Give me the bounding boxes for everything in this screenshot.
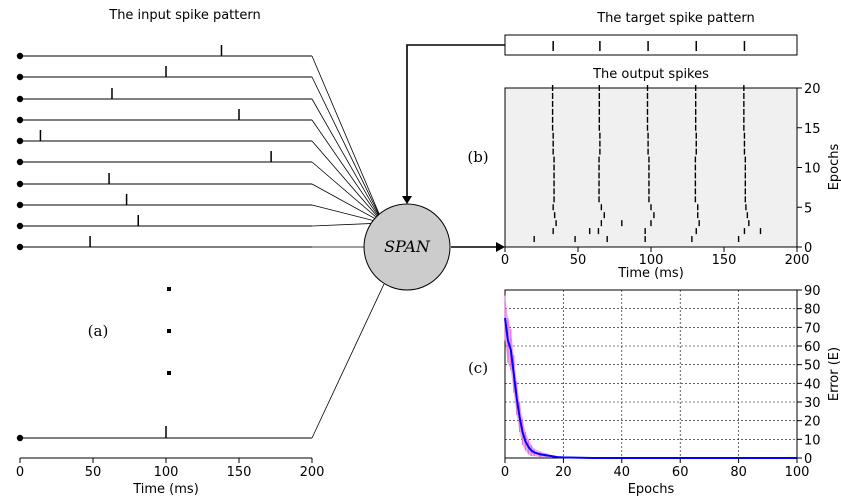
error-xlabel: Epochs <box>628 482 675 497</box>
target-arrow-head <box>402 196 412 204</box>
synapse-line <box>311 204 384 224</box>
synapse-line <box>311 283 385 439</box>
panel-label-b: (b) <box>467 148 488 166</box>
panel-label-a: (a) <box>88 322 109 340</box>
output-x-ticks: 0 50 100 150 200 <box>501 247 810 268</box>
synapse-line <box>311 183 384 224</box>
error-x-tick-label: 60 <box>672 465 689 480</box>
panel-label-c: (c) <box>468 359 488 377</box>
input-x-tick-label: 200 <box>300 465 325 480</box>
output-y-tick-label: 10 <box>804 162 821 177</box>
input-title: The input spike pattern <box>108 8 260 23</box>
ellipsis-dot <box>167 329 171 333</box>
error-y-tick-label: 40 <box>804 377 821 392</box>
error-x-tick-label: 0 <box>501 465 509 480</box>
ellipsis-dot <box>167 287 171 291</box>
ellipsis-dots <box>167 287 171 375</box>
output-spike-raster <box>533 85 762 243</box>
error-grid <box>505 290 797 458</box>
target-title: The target spike pattern <box>596 11 755 26</box>
error-y-tick-label: 50 <box>804 359 821 374</box>
input-x-tick-label: 100 <box>154 465 179 480</box>
output-arrow-head <box>496 242 505 252</box>
synapse-line <box>311 119 384 224</box>
output-x-tick-label: 100 <box>639 253 664 268</box>
target-feedback-arrow <box>406 44 505 198</box>
synapse-line <box>311 55 384 224</box>
synapse-line <box>311 140 384 224</box>
synapse-line <box>311 76 384 224</box>
input-x-ticks: 0 50 100 150 200 <box>16 458 325 480</box>
error-x-tick-label: 80 <box>730 465 747 480</box>
synapse-line <box>311 161 384 224</box>
error-x-tick-label: 20 <box>555 465 572 480</box>
input-x-tick-label: 50 <box>85 465 102 480</box>
output-y-tick-label: 5 <box>804 201 812 216</box>
error-y-tick-label: 30 <box>804 396 821 411</box>
input-spike-trains <box>16 45 312 442</box>
output-y-ticks: 0 5 10 15 20 <box>797 82 821 256</box>
span-neuron-label: SPAN <box>384 237 431 256</box>
output-title: The output spikes <box>592 67 709 82</box>
error-ylabel: Error (E) <box>827 347 841 401</box>
error-y-tick-label: 80 <box>804 303 821 318</box>
output-xlabel: Time (ms) <box>617 266 684 281</box>
error-curve <box>504 317 797 459</box>
error-x-tick-label: 100 <box>785 465 810 480</box>
error-y-tick-label: 0 <box>804 452 812 467</box>
output-x-tick-label: 150 <box>712 253 737 268</box>
ellipsis-dot <box>167 371 171 375</box>
output-x-tick-label: 200 <box>785 253 810 268</box>
error-y-tick-label: 10 <box>804 433 821 448</box>
error-y-tick-label: 20 <box>804 415 821 430</box>
target-box <box>504 34 798 56</box>
error-y-ticks: 0 10 20 30 40 50 60 70 80 90 <box>797 284 821 467</box>
output-ylabel: Epochs <box>827 143 841 190</box>
input-xlabel: Time (ms) <box>132 482 199 497</box>
output-y-tick-label: 15 <box>804 122 821 137</box>
target-spikes <box>552 41 746 51</box>
error-x-tick-label: 40 <box>614 465 631 480</box>
synapse-lines <box>311 55 385 439</box>
output-x-tick-label: 50 <box>570 253 587 268</box>
output-y-tick-label: 0 <box>804 241 812 256</box>
error-y-tick-label: 90 <box>804 284 821 299</box>
input-x-tick-label: 0 <box>16 465 24 480</box>
error-y-tick-label: 60 <box>804 340 821 355</box>
output-y-tick-label: 20 <box>804 82 821 97</box>
error-x-ticks: 0 20 40 60 80 100 <box>501 458 810 480</box>
synapse-line <box>311 98 384 224</box>
error-plot-area <box>504 289 798 459</box>
input-x-tick-label: 150 <box>227 465 252 480</box>
error-y-tick-label: 70 <box>804 321 821 336</box>
output-x-tick-label: 0 <box>501 253 509 268</box>
